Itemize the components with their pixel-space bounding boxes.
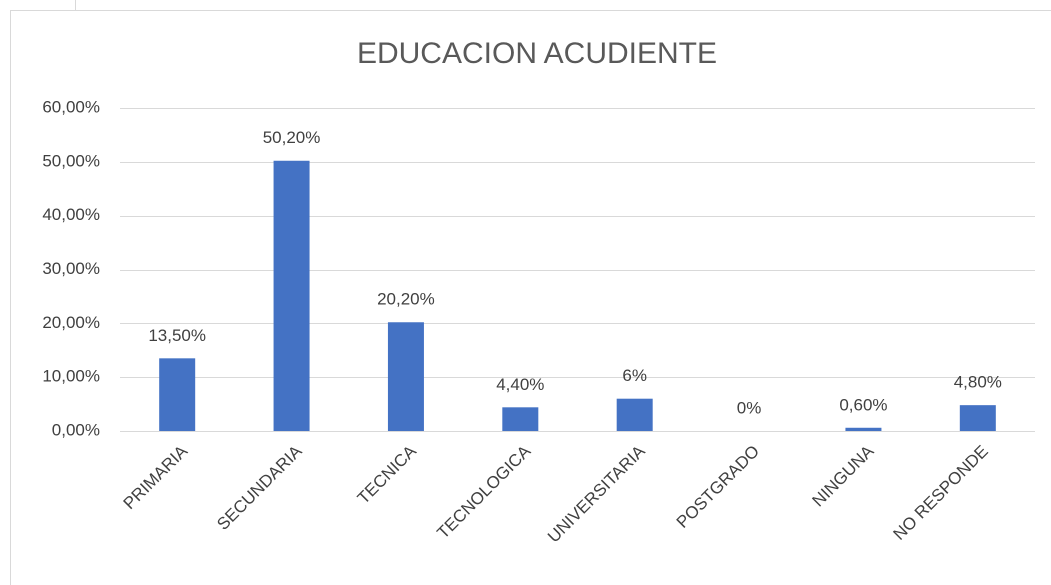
bar [502, 407, 539, 431]
data-label: 50,20% [263, 128, 321, 147]
chart-title: EDUCACION ACUDIENTE [357, 37, 717, 70]
data-label: 0% [737, 398, 762, 417]
chart-frame [10, 10, 1051, 585]
y-tick-label: 10,00% [42, 367, 100, 386]
bar [959, 405, 996, 431]
bar [273, 160, 310, 432]
data-label: 20,20% [377, 290, 435, 309]
data-label: 0,60% [839, 395, 887, 414]
y-tick-label: 0,00% [52, 420, 100, 439]
data-label: 4,80% [954, 373, 1002, 392]
y-tick-label: 50,00% [42, 151, 100, 170]
bar [159, 358, 196, 431]
data-label: 13,50% [148, 326, 206, 345]
y-tick-label: 40,00% [42, 205, 100, 224]
bar [845, 427, 882, 431]
data-label: 6% [622, 366, 647, 385]
bar [616, 398, 653, 431]
y-tick-label: 60,00% [42, 97, 100, 116]
data-label: 4,40% [496, 375, 544, 394]
y-tick-label: 20,00% [42, 313, 100, 332]
bar [387, 322, 424, 431]
y-tick-label: 30,00% [42, 259, 100, 278]
